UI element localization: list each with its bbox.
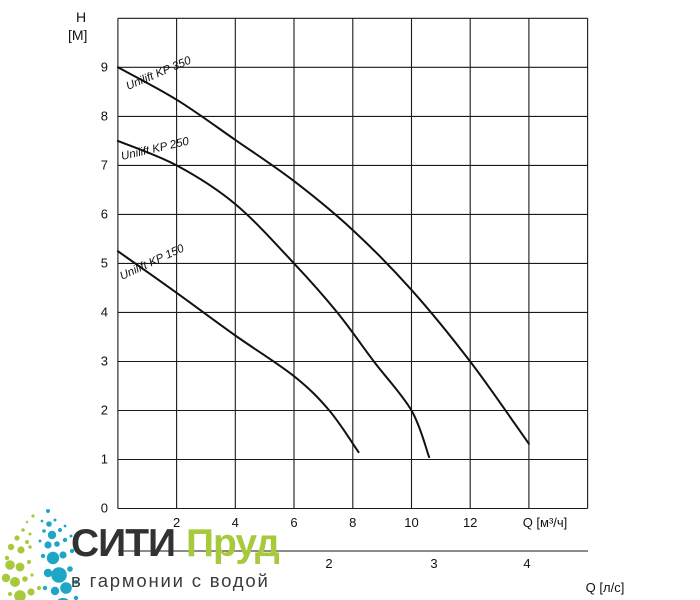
svg-text:3: 3 — [430, 556, 437, 571]
svg-text:7: 7 — [101, 158, 108, 173]
svg-text:4: 4 — [523, 556, 530, 571]
svg-text:3: 3 — [101, 354, 108, 369]
svg-text:2: 2 — [325, 556, 332, 571]
svg-text:Unilift KP 350: Unilift KP 350 — [124, 54, 193, 92]
svg-text:0: 0 — [101, 501, 108, 516]
svg-text:Пруд: Пруд — [186, 522, 280, 565]
svg-text:в гармонии с водой: в гармонии с водой — [71, 570, 270, 591]
svg-text:СИТИ: СИТИ — [71, 522, 175, 565]
svg-text:4: 4 — [101, 305, 108, 320]
svg-text:12: 12 — [463, 515, 477, 530]
svg-text:6: 6 — [290, 515, 297, 530]
svg-text:H: H — [76, 9, 86, 25]
svg-text:Q [м³/ч]: Q [м³/ч] — [523, 515, 568, 530]
svg-text:Q [л/с]: Q [л/с] — [586, 580, 625, 595]
svg-text:8: 8 — [349, 515, 356, 530]
svg-text:Unilift KP 250: Unilift KP 250 — [120, 136, 191, 163]
svg-text:6: 6 — [101, 207, 108, 222]
svg-text:5: 5 — [101, 256, 108, 271]
svg-text:10: 10 — [404, 515, 418, 530]
svg-text:1: 1 — [101, 452, 108, 467]
svg-text:[M]: [M] — [68, 27, 87, 43]
svg-text:9: 9 — [101, 60, 108, 75]
svg-text:8: 8 — [101, 109, 108, 124]
svg-text:2: 2 — [101, 403, 108, 418]
